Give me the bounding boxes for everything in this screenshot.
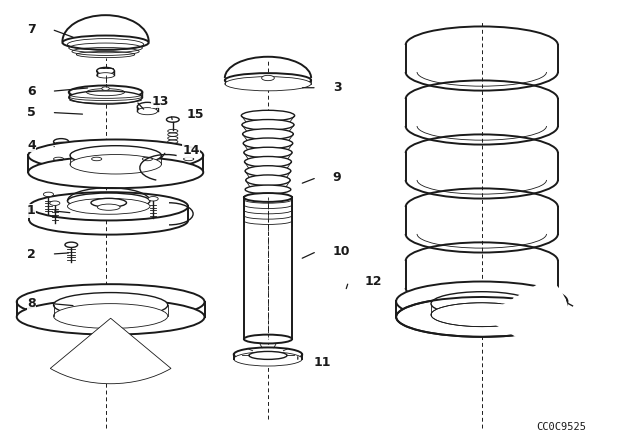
Ellipse shape: [234, 352, 302, 366]
Ellipse shape: [17, 299, 205, 335]
Ellipse shape: [137, 102, 157, 111]
Ellipse shape: [148, 197, 158, 201]
Ellipse shape: [97, 73, 115, 78]
Ellipse shape: [67, 193, 150, 209]
Text: 9: 9: [333, 171, 341, 184]
Text: 12: 12: [364, 275, 382, 288]
Ellipse shape: [54, 142, 68, 146]
Ellipse shape: [244, 147, 292, 158]
Ellipse shape: [102, 87, 109, 90]
Wedge shape: [51, 318, 171, 384]
Ellipse shape: [137, 108, 157, 115]
Ellipse shape: [243, 129, 293, 139]
Ellipse shape: [28, 156, 204, 188]
Text: 1: 1: [27, 204, 36, 217]
Ellipse shape: [431, 292, 532, 315]
Text: CC0C9525: CC0C9525: [536, 422, 586, 432]
Ellipse shape: [244, 156, 291, 167]
Ellipse shape: [29, 192, 188, 220]
Text: 14: 14: [182, 145, 200, 158]
Ellipse shape: [396, 281, 568, 321]
Ellipse shape: [262, 75, 275, 81]
Text: 11: 11: [314, 356, 331, 369]
Wedge shape: [482, 278, 570, 356]
Ellipse shape: [249, 351, 287, 359]
Ellipse shape: [245, 166, 291, 177]
Ellipse shape: [97, 204, 120, 210]
Ellipse shape: [396, 297, 568, 337]
Ellipse shape: [70, 155, 161, 174]
Text: 2: 2: [27, 248, 36, 261]
Ellipse shape: [54, 293, 168, 317]
Ellipse shape: [65, 242, 77, 247]
Text: 7: 7: [27, 23, 36, 36]
Ellipse shape: [97, 67, 115, 74]
Ellipse shape: [63, 35, 148, 50]
Ellipse shape: [242, 120, 294, 130]
Text: 4: 4: [27, 139, 36, 152]
Ellipse shape: [50, 201, 60, 206]
Ellipse shape: [68, 86, 142, 99]
Ellipse shape: [244, 193, 292, 202]
Ellipse shape: [244, 335, 292, 344]
Ellipse shape: [91, 198, 127, 207]
Text: 8: 8: [27, 297, 36, 310]
Ellipse shape: [243, 138, 292, 149]
Ellipse shape: [241, 110, 294, 121]
Ellipse shape: [225, 73, 311, 87]
Text: 6: 6: [27, 85, 36, 98]
Ellipse shape: [166, 117, 179, 122]
Ellipse shape: [67, 198, 150, 214]
Text: 13: 13: [152, 95, 169, 108]
Ellipse shape: [54, 304, 168, 328]
Ellipse shape: [17, 284, 205, 319]
Ellipse shape: [234, 348, 302, 362]
Ellipse shape: [245, 185, 291, 194]
Ellipse shape: [44, 192, 54, 197]
Text: 3: 3: [333, 81, 341, 94]
Text: 15: 15: [187, 108, 204, 121]
Ellipse shape: [28, 139, 204, 171]
Ellipse shape: [225, 77, 311, 91]
Text: 5: 5: [27, 106, 36, 119]
Ellipse shape: [54, 138, 68, 145]
Ellipse shape: [431, 303, 532, 327]
Ellipse shape: [68, 91, 142, 104]
Ellipse shape: [246, 175, 290, 185]
Text: 10: 10: [333, 245, 350, 258]
Ellipse shape: [70, 146, 161, 165]
